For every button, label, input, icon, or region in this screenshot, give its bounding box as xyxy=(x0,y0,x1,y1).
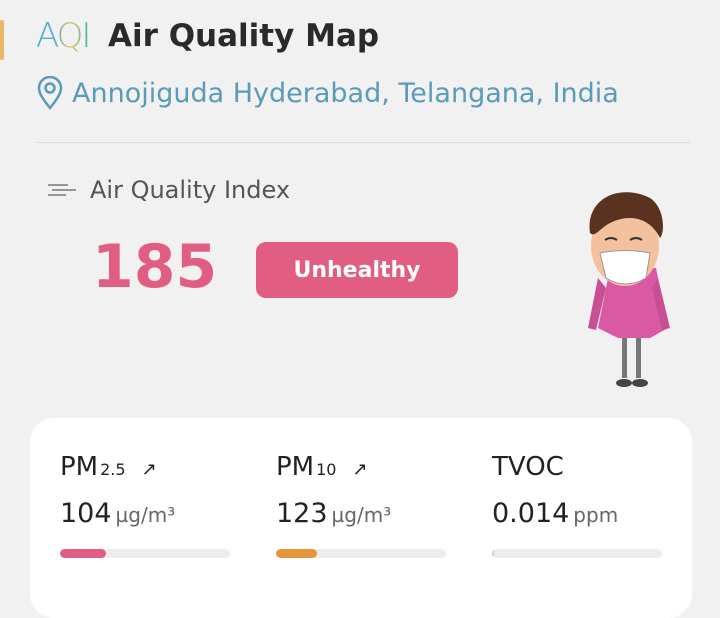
pollutant-value: 0.014 ppm xyxy=(492,498,619,529)
location[interactable]: Annojiguda Hyderabad, Telangana, India xyxy=(36,76,619,110)
location-text: Annojiguda Hyderabad, Telangana, India xyxy=(72,77,619,109)
edge-accent xyxy=(0,20,4,60)
level-bar xyxy=(60,549,230,558)
status-badge: Unhealthy xyxy=(256,242,458,298)
trend-up-icon: ↗ xyxy=(352,459,368,480)
aqi-label-text: Air Quality Index xyxy=(90,176,291,204)
pollutant-value: 104 µg/m³ xyxy=(60,498,176,529)
level-fill xyxy=(276,549,317,558)
aqi-logo: AQI xyxy=(36,16,91,56)
aqi-value: 185 xyxy=(92,232,218,302)
page-title: Air Quality Map xyxy=(108,18,380,54)
level-bar xyxy=(492,549,662,558)
pollutant-pm10[interactable]: PM 10 ↗ 123 µg/m³ xyxy=(276,452,446,558)
pollutant-pm25[interactable]: PM 2.5 ↗ 104 µg/m³ xyxy=(60,452,230,558)
pollutant-value: 123 µg/m³ xyxy=(276,498,392,529)
aqi-label: Air Quality Index xyxy=(46,176,290,204)
wind-icon xyxy=(48,184,76,196)
trend-up-icon: ↗ xyxy=(141,459,157,480)
masked-person-illustration xyxy=(588,192,670,387)
level-bar xyxy=(276,549,446,558)
pollutant-name: PM 2.5 ↗ xyxy=(60,452,157,482)
location-pin-icon xyxy=(37,76,63,110)
pollutant-name: TVOC xyxy=(492,452,564,482)
pollutant-name: PM 10 ↗ xyxy=(276,452,368,482)
pollutant-card: PM 2.5 ↗ 104 µg/m³ PM 10 ↗ 123 µg/m³ TVOC 0.01… xyxy=(30,418,692,618)
level-fill xyxy=(492,549,494,558)
pollutant-tvoc[interactable]: TVOC 0.014 ppm xyxy=(492,452,662,558)
level-fill xyxy=(60,549,106,558)
divider xyxy=(36,142,690,143)
